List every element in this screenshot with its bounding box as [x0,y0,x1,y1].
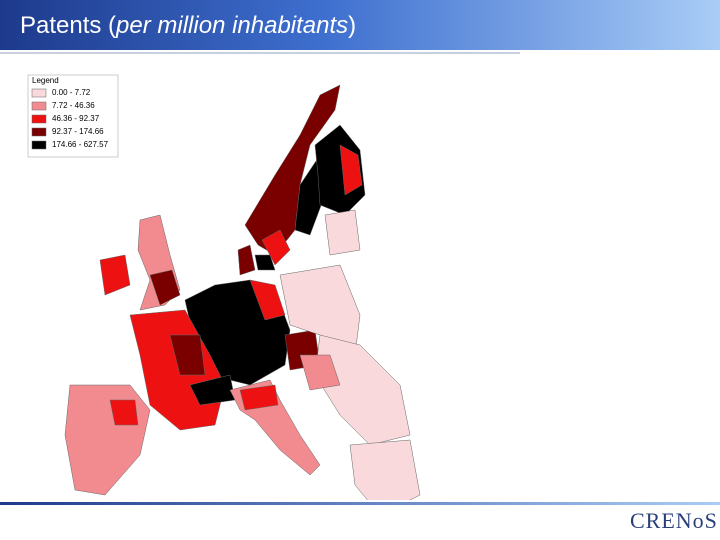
footer-rule [0,502,720,505]
legend-label: 0.00 - 7.72 [52,88,91,97]
divider [0,52,520,54]
legend-swatch [31,88,47,98]
legend-swatch [31,127,47,137]
legend-label: 92.37 - 174.66 [52,127,104,136]
legend-swatch [31,114,47,124]
legend-title: Legend [32,76,59,85]
title-italic: per million inhabitants [116,12,349,39]
legend-label: 174.66 - 627.57 [52,140,109,149]
title-text: ) [348,12,357,39]
map: Legend 0.00 - 7.72 7.72 - 46.36 46.36 - 92… [27,74,421,500]
legend-label: 7.72 - 46.36 [52,101,95,110]
legend-swatch [31,101,47,111]
legend-swatch [31,140,47,150]
logo: CRENoS [630,508,718,533]
slide-title: Patents (per million inhabitants) [20,12,356,40]
legend-label: 46.36 - 92.37 [52,114,100,123]
title-text: Patents ( [20,12,117,39]
header-bar: Patents (per million inhabitants) [0,0,720,50]
